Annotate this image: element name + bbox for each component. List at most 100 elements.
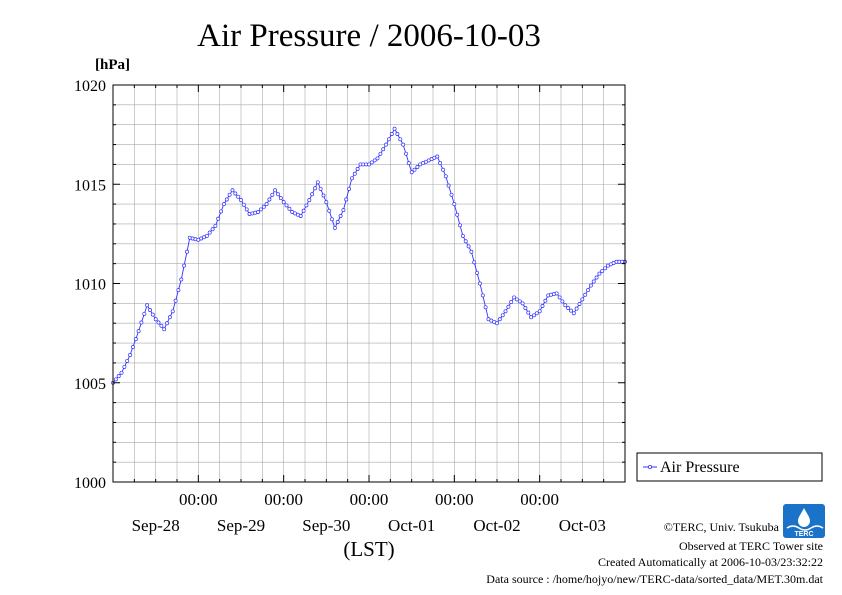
data-point (534, 311, 539, 316)
data-point (409, 170, 414, 175)
data-point (603, 266, 608, 271)
data-point (563, 303, 568, 308)
data-point (219, 209, 224, 214)
data-point (278, 196, 283, 201)
data-point (167, 315, 172, 320)
data-point (537, 309, 542, 314)
data-point (466, 244, 471, 249)
chart-title: Air Pressure / 2006-10-03 (197, 18, 541, 54)
data-point (307, 198, 312, 203)
data-point (185, 249, 189, 254)
data-point (543, 298, 548, 303)
data-point (321, 193, 326, 198)
y-axis-unit: [hPa] (95, 57, 130, 73)
data-point (267, 197, 272, 202)
credit-observed: Observed at TERC Tower site (679, 539, 823, 553)
data-point (523, 306, 528, 310)
data-point (244, 207, 249, 212)
x-day-label: Sep-30 (302, 516, 350, 535)
x-tick-time-label: 00:00 (264, 490, 303, 509)
grid (113, 85, 625, 482)
y-axis: 1000 1005 1010 1015 1020 (74, 78, 625, 492)
data-point (406, 161, 411, 166)
data-point (216, 216, 221, 221)
data-point (446, 183, 451, 188)
data-point (347, 186, 352, 191)
x-day-label: Sep-29 (217, 516, 265, 535)
data-point (276, 192, 280, 197)
data-point (586, 288, 590, 293)
data-point (148, 308, 152, 312)
data-point (125, 358, 130, 363)
data-point (304, 203, 309, 208)
data-point (332, 225, 337, 230)
data-point (130, 345, 135, 349)
data-point (577, 302, 582, 306)
data-point (480, 293, 485, 298)
data-point (404, 151, 408, 156)
x-day-label: Sep-28 (132, 516, 180, 535)
data-point (503, 309, 508, 314)
data-point (264, 202, 269, 207)
data-point (443, 174, 448, 179)
data-point (170, 309, 175, 314)
data-point (156, 320, 161, 325)
data-point (165, 321, 169, 326)
legend-marker (648, 464, 653, 469)
data-point (236, 194, 241, 199)
data-point (119, 370, 124, 375)
x-axis-label: (LST) (343, 537, 394, 561)
data-point (352, 171, 357, 176)
data-point (389, 132, 394, 136)
data-point (415, 165, 420, 169)
data-point (395, 132, 400, 136)
data-point (258, 207, 263, 212)
data-point (477, 281, 482, 286)
x-day-label: Oct-01 (388, 516, 435, 535)
x-day-label: Oct-03 (559, 516, 606, 535)
data-point (483, 305, 488, 310)
data-point (261, 204, 266, 209)
data-point (179, 277, 184, 282)
x-axis: 00:00 00:00 00:00 00:00 00:00 Sep-28 Sep-29 Sep… (132, 85, 606, 535)
data-point (318, 186, 323, 191)
data-point (173, 298, 178, 303)
data-point (341, 208, 346, 213)
data-point (301, 208, 306, 213)
data-point (571, 311, 576, 316)
data-point (256, 210, 261, 214)
data-point (273, 188, 278, 193)
data-point (392, 126, 397, 131)
data-point (355, 167, 360, 171)
x-tick-time-label: 00:00 (520, 490, 559, 509)
data-point (270, 192, 275, 197)
data-point (372, 158, 377, 163)
data-point (375, 156, 380, 161)
data-point (557, 295, 562, 300)
data-point (241, 202, 246, 207)
data-point (435, 154, 440, 159)
data-point (310, 192, 315, 197)
data-point (401, 142, 406, 147)
data-point (133, 337, 138, 342)
data-point (452, 202, 457, 207)
y-tick-label: 1010 (74, 277, 106, 294)
data-point (574, 306, 579, 311)
data-point (224, 197, 229, 202)
data-point (344, 197, 349, 202)
data-point (122, 364, 127, 369)
data-point (335, 220, 340, 224)
data-point (509, 300, 514, 304)
logo-text: TERC (794, 531, 813, 538)
data-point (517, 299, 522, 304)
data-point (145, 303, 150, 308)
data-point (116, 374, 121, 379)
data-point (204, 233, 209, 238)
data-point (207, 230, 212, 235)
data-point (233, 191, 238, 196)
data-point (520, 301, 525, 306)
data-point (566, 306, 571, 310)
legend: Air Pressure (636, 452, 823, 482)
data-point (384, 142, 389, 147)
